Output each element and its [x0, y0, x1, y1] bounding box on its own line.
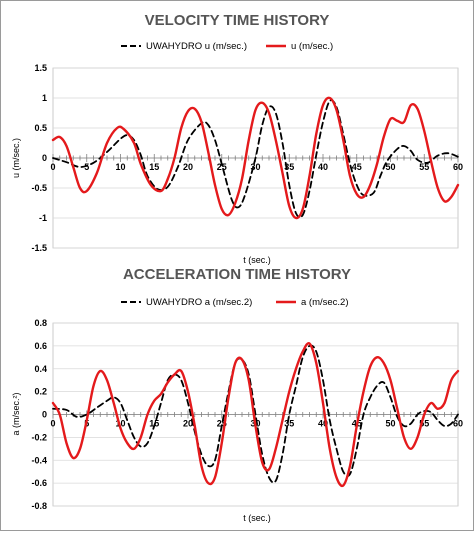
vel-x-tick-label: 20: [183, 162, 193, 172]
velocity-x-axis-label: t (sec.): [243, 255, 271, 265]
acceleration-series: [51, 342, 460, 488]
velocity-x-tick-labels: 0 5 10 15 20 25 30 35 40 45 50 55 60: [50, 162, 463, 172]
acc-x-tick-label: 25: [217, 419, 227, 429]
vel-y-tick-label: -1.5: [31, 243, 47, 253]
acceleration-y-axis-label: a (m/sec.²): [11, 392, 21, 435]
vel-series-uwahydro-line: [52, 99, 459, 219]
velocity-chart-title: VELOCITY TIME HISTORY: [145, 12, 330, 29]
vel-y-tick-label: 1.5: [34, 63, 47, 73]
acc-y-tick-label: -0.4: [31, 455, 47, 465]
acc-x-tick-label: 0: [50, 419, 55, 429]
acc-y-tick-label: 0.2: [34, 387, 47, 397]
vel-x-tick-label: 25: [217, 162, 227, 172]
acceleration-legend-uwahydro-label: UWAHYDRO a (m/sec.2): [146, 297, 252, 308]
vel-y-tick-label: 0.5: [34, 123, 47, 133]
vel-x-tick-label: 10: [115, 162, 125, 172]
acc-y-tick-label: -0.6: [31, 478, 47, 488]
acc-x-tick-label: 10: [115, 419, 125, 429]
vel-series-red-line: [51, 96, 460, 220]
acc-x-tick-label: 55: [419, 419, 429, 429]
acc-y-tick-label: -0.8: [31, 501, 47, 511]
acceleration-x-axis-label: t (sec.): [243, 513, 271, 523]
acc-x-tick-label: 40: [318, 419, 328, 429]
vel-x-tick-label: 5: [84, 162, 89, 172]
vel-y-tick-label: -1: [39, 213, 47, 223]
acc-x-tick-label: 50: [385, 419, 395, 429]
velocity-y-axis-label: u (m/sec.): [11, 138, 21, 178]
vel-x-tick-label: 40: [318, 162, 328, 172]
vel-x-tick-label: 35: [284, 162, 294, 172]
velocity-legend-uwahydro-label: UWAHYDRO u (m/sec.): [146, 41, 247, 52]
vel-y-tick-label: 1: [42, 93, 47, 103]
velocity-chart: VELOCITY TIME HISTORY UWAHYDRO u (m/sec.…: [11, 12, 463, 265]
acc-x-tick-label: 35: [284, 419, 294, 429]
vel-y-tick-label: -0.5: [31, 183, 47, 193]
acc-series-red-line: [51, 342, 460, 488]
acc-y-tick-label: -0.2: [31, 432, 47, 442]
vel-x-tick-label: 15: [149, 162, 159, 172]
velocity-legend-u-label: u (m/sec.): [291, 41, 333, 52]
vel-x-tick-label: 30: [250, 162, 260, 172]
acceleration-y-tick-labels: 0.8 0.6 0.4 0.2 0 -0.2 -0.4 -0.6 -0.8: [31, 318, 47, 511]
acc-x-tick-label: 20: [183, 419, 193, 429]
vel-x-tick-label: 0: [50, 162, 55, 172]
acc-y-tick-label: 0.8: [34, 318, 47, 328]
velocity-y-tick-labels: 1.5 1 0.5 0 -0.5 -1 -1.5: [31, 63, 47, 253]
vel-x-tick-label: 55: [419, 162, 429, 172]
acceleration-chart: ACCELERATION TIME HISTORY UWAHYDRO a (m/…: [11, 266, 463, 523]
acceleration-chart-title: ACCELERATION TIME HISTORY: [123, 266, 351, 283]
acceleration-legend-a-label: a (m/sec.2): [301, 297, 349, 308]
acc-y-tick-label: 0.4: [34, 364, 47, 374]
velocity-series: [51, 96, 460, 220]
acc-y-tick-label: 0: [42, 410, 47, 420]
vel-x-tick-label: 60: [453, 162, 463, 172]
vel-x-tick-label: 50: [385, 162, 395, 172]
vel-x-tick-label: 45: [352, 162, 362, 172]
acc-y-tick-label: 0.6: [34, 341, 47, 351]
vel-y-tick-label: 0: [42, 153, 47, 163]
acc-x-tick-label: 60: [453, 419, 463, 429]
